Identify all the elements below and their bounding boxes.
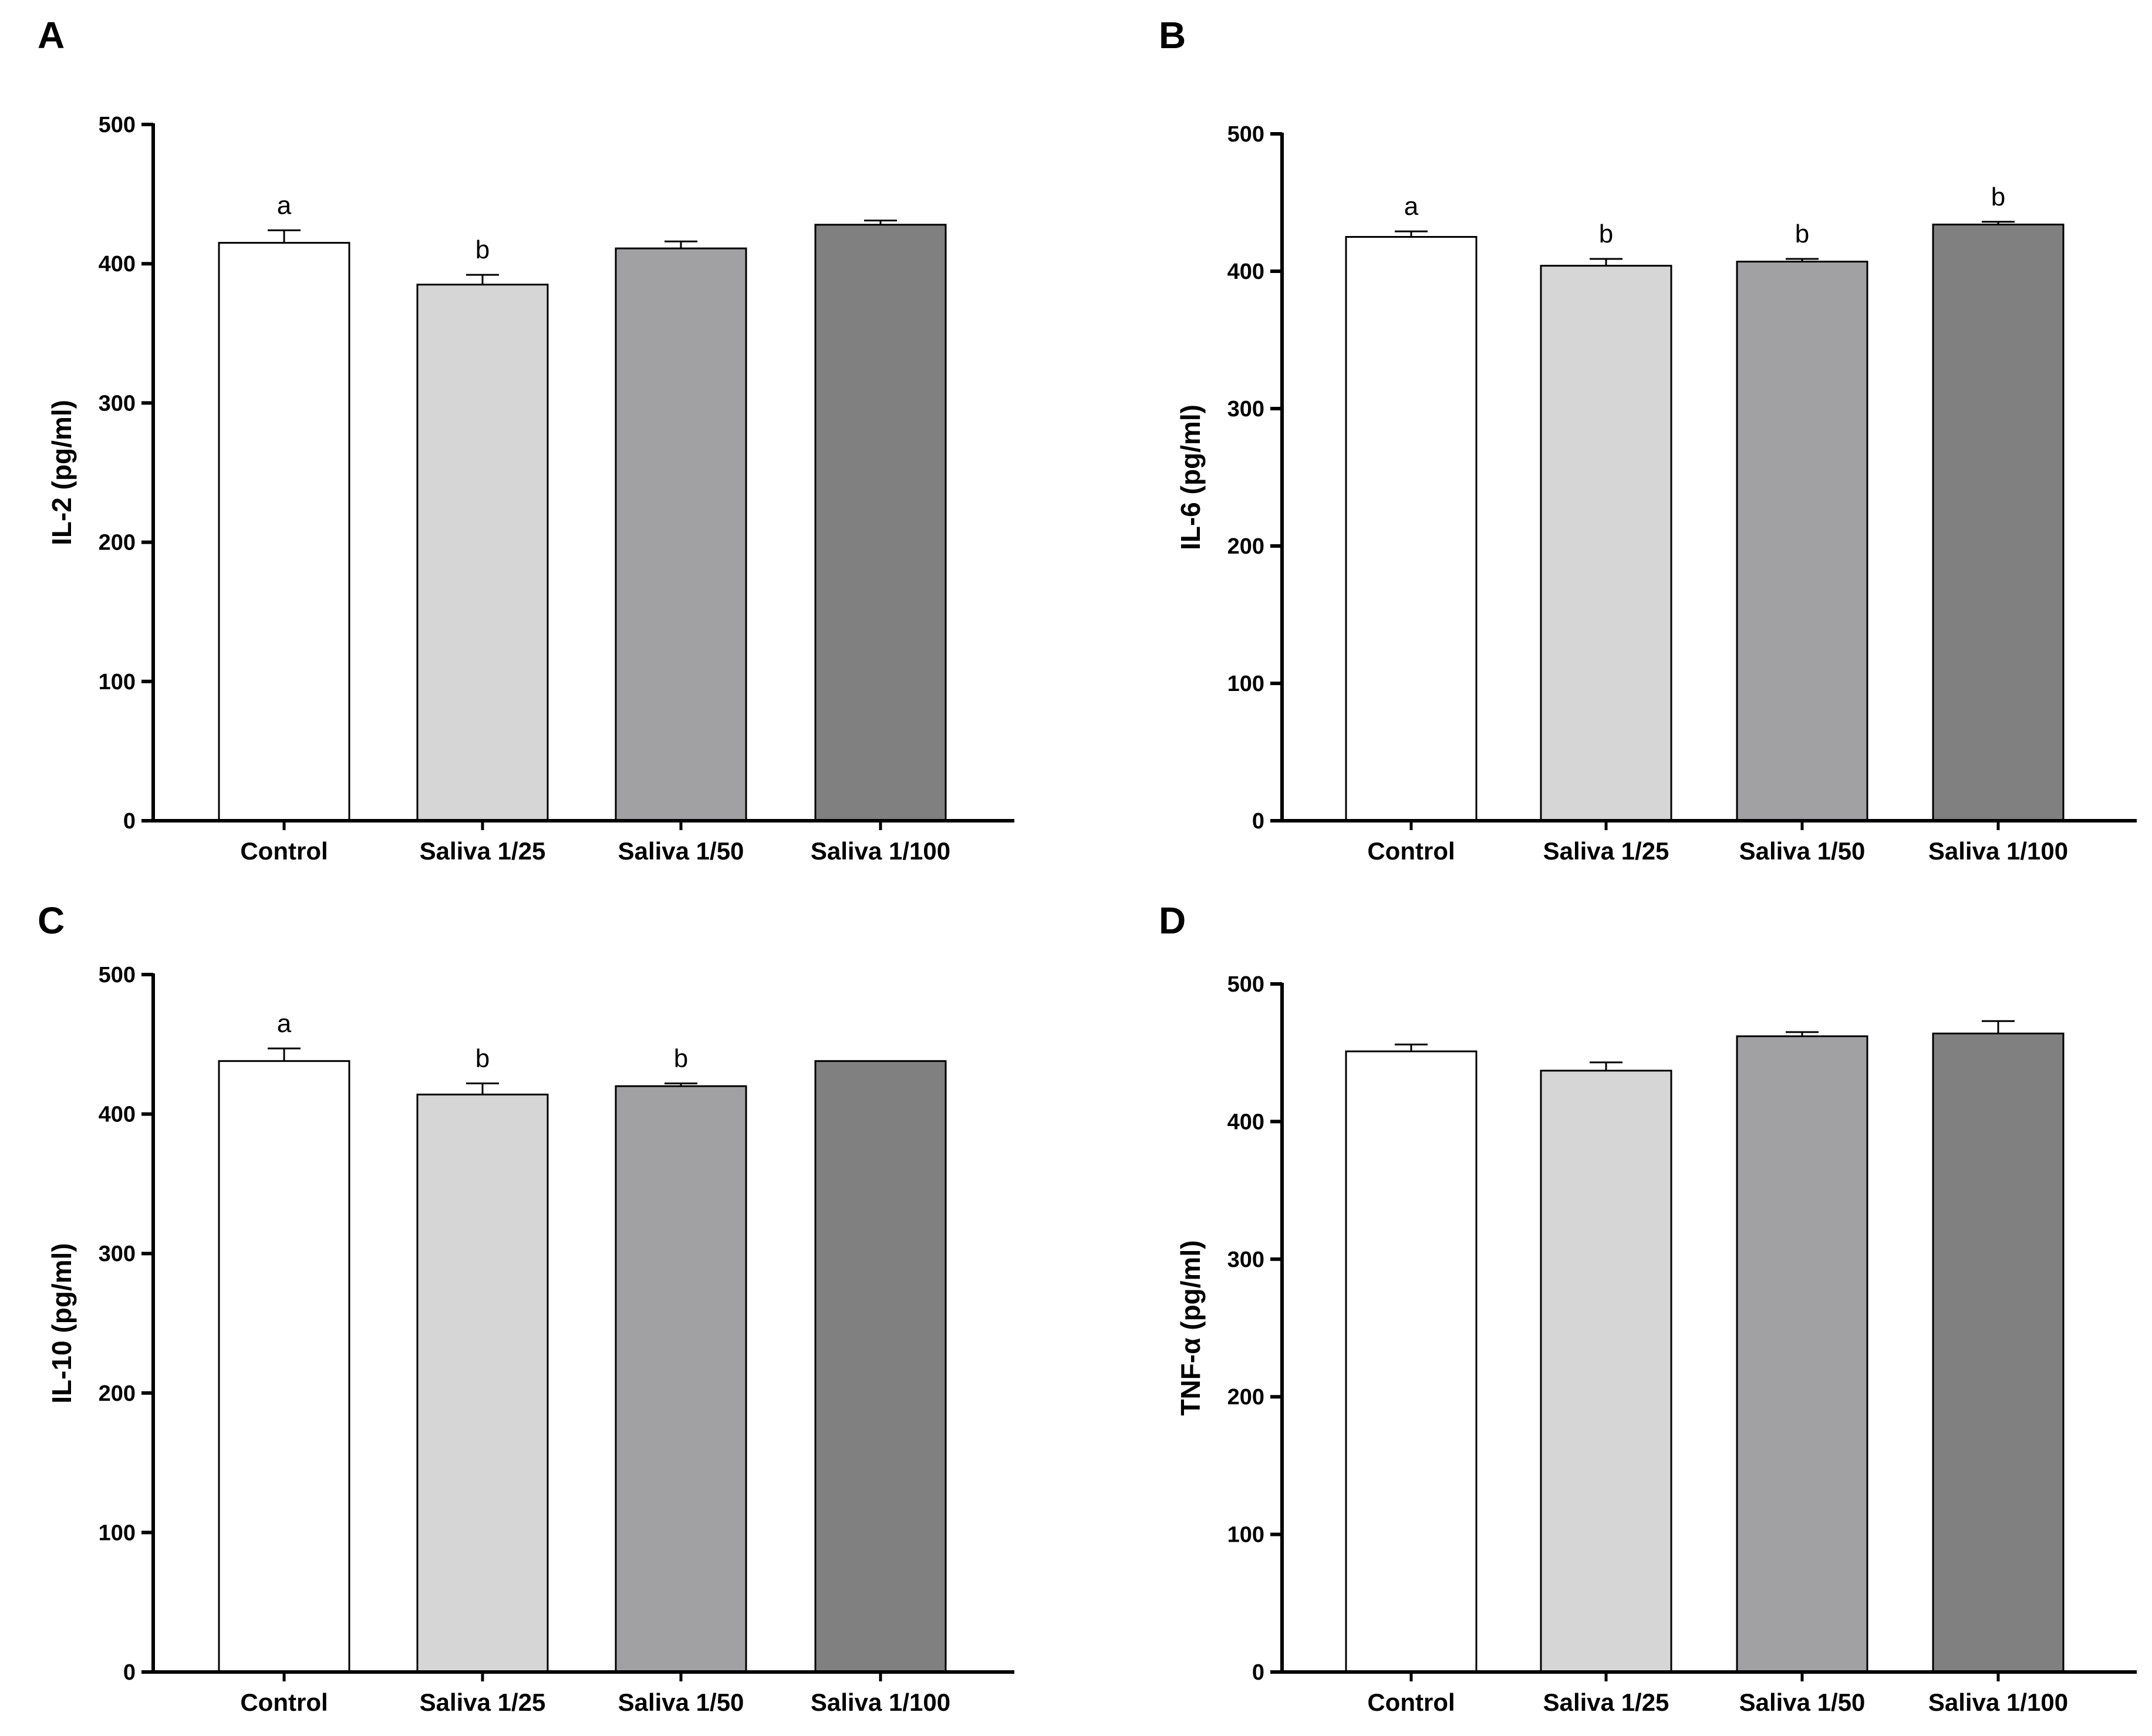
panel-c: C IL-10 (pg/ml) a Control b Saliva 1/25 b Saliv… bbox=[38, 899, 1014, 1716]
bar bbox=[1736, 261, 1868, 822]
x-tick-label: Control bbox=[1367, 1688, 1455, 1716]
bar bbox=[1932, 223, 2065, 822]
bar bbox=[1345, 236, 1478, 822]
y-tick-label: 300 bbox=[1227, 1248, 1264, 1272]
bar bbox=[1540, 265, 1672, 822]
y-tick-label: 500 bbox=[1227, 972, 1264, 997]
panel-b: B IL-6 (pg/ml) a Control b Saliva 1/25 b Saliva… bbox=[1159, 14, 2137, 865]
bar bbox=[1345, 1050, 1478, 1673]
significance-label: b bbox=[475, 1044, 490, 1073]
y-tick-label: 0 bbox=[1252, 1660, 1264, 1685]
x-tick-label: Saliva 1/25 bbox=[420, 1688, 546, 1716]
y-tick-label: 200 bbox=[99, 1381, 136, 1406]
significance-label: a bbox=[277, 1009, 292, 1038]
x-tick-label: Saliva 1/50 bbox=[1739, 1688, 1866, 1716]
panel-letter: B bbox=[1159, 14, 1186, 56]
y-tick-label: 300 bbox=[1227, 397, 1264, 422]
x-tick-label: Saliva 1/100 bbox=[811, 837, 950, 865]
y-axis-title: IL-6 (pg/ml) bbox=[1175, 404, 1206, 550]
y-tick-label: 200 bbox=[1227, 534, 1264, 559]
y-tick-label: 500 bbox=[99, 963, 136, 987]
significance-label: b bbox=[674, 1044, 688, 1073]
panel-letter: A bbox=[38, 14, 65, 56]
x-tick-label: Saliva 1/25 bbox=[1543, 837, 1669, 865]
y-tick-label: 0 bbox=[123, 1660, 136, 1685]
x-tick-label: Saliva 1/50 bbox=[1739, 837, 1866, 865]
significance-label: a bbox=[1404, 192, 1419, 221]
x-tick-label: Control bbox=[240, 837, 328, 865]
panel-a: A IL-2 (pg/ml) a Control b Saliva 1/25 Saliva … bbox=[38, 14, 1014, 865]
x-tick-label: Control bbox=[1367, 837, 1455, 865]
bar bbox=[1540, 1070, 1672, 1673]
bar bbox=[814, 1060, 947, 1673]
panel-d: D TNF-α (pg/ml) Control Saliva 1/25 Saliva 1… bbox=[1159, 899, 2137, 1716]
y-tick-label: 100 bbox=[99, 1521, 136, 1545]
y-tick-label: 200 bbox=[1227, 1385, 1264, 1410]
bar bbox=[416, 284, 549, 822]
bar bbox=[416, 1093, 549, 1673]
significance-label: b bbox=[1795, 220, 1809, 248]
y-tick-label: 0 bbox=[123, 809, 136, 834]
y-tick-label: 400 bbox=[1227, 259, 1264, 284]
x-tick-label: Control bbox=[240, 1688, 328, 1716]
bar bbox=[218, 1060, 350, 1673]
x-tick-label: Saliva 1/100 bbox=[1928, 837, 2068, 865]
bar bbox=[218, 242, 350, 822]
x-tick-label: Saliva 1/25 bbox=[420, 837, 546, 865]
y-tick-label: 200 bbox=[99, 531, 136, 555]
y-tick-label: 0 bbox=[1252, 809, 1264, 834]
y-tick-label: 400 bbox=[99, 252, 136, 277]
y-tick-label: 400 bbox=[99, 1103, 136, 1127]
y-tick-label: 400 bbox=[1227, 1110, 1264, 1134]
y-axis-title: IL-10 (pg/ml) bbox=[46, 1243, 77, 1403]
bar bbox=[814, 224, 947, 822]
bar bbox=[615, 247, 747, 822]
y-tick-label: 100 bbox=[99, 670, 136, 695]
significance-label: a bbox=[277, 191, 292, 220]
x-tick-label: Saliva 1/100 bbox=[811, 1688, 950, 1716]
y-tick-label: 300 bbox=[99, 1242, 136, 1266]
bar bbox=[1736, 1035, 1868, 1673]
y-tick-label: 300 bbox=[99, 391, 136, 416]
bar bbox=[1932, 1032, 2065, 1673]
x-tick-label: Saliva 1/50 bbox=[618, 837, 744, 865]
significance-label: b bbox=[475, 235, 490, 264]
significance-label: b bbox=[1991, 183, 2005, 211]
y-axis-title: IL-2 (pg/ml) bbox=[46, 400, 77, 545]
panel-letter: D bbox=[1159, 899, 1186, 942]
panel-letter: C bbox=[38, 899, 65, 942]
x-tick-label: Saliva 1/50 bbox=[618, 1688, 744, 1716]
significance-label: b bbox=[1599, 220, 1613, 248]
y-tick-label: 100 bbox=[1227, 672, 1264, 696]
y-axis-title: TNF-α (pg/ml) bbox=[1175, 1240, 1206, 1415]
y-tick-label: 100 bbox=[1227, 1523, 1264, 1548]
bar bbox=[615, 1085, 747, 1673]
y-tick-label: 500 bbox=[99, 113, 136, 137]
y-tick-label: 500 bbox=[1227, 122, 1264, 147]
x-tick-label: Saliva 1/25 bbox=[1543, 1688, 1669, 1716]
x-tick-label: Saliva 1/100 bbox=[1928, 1688, 2068, 1716]
